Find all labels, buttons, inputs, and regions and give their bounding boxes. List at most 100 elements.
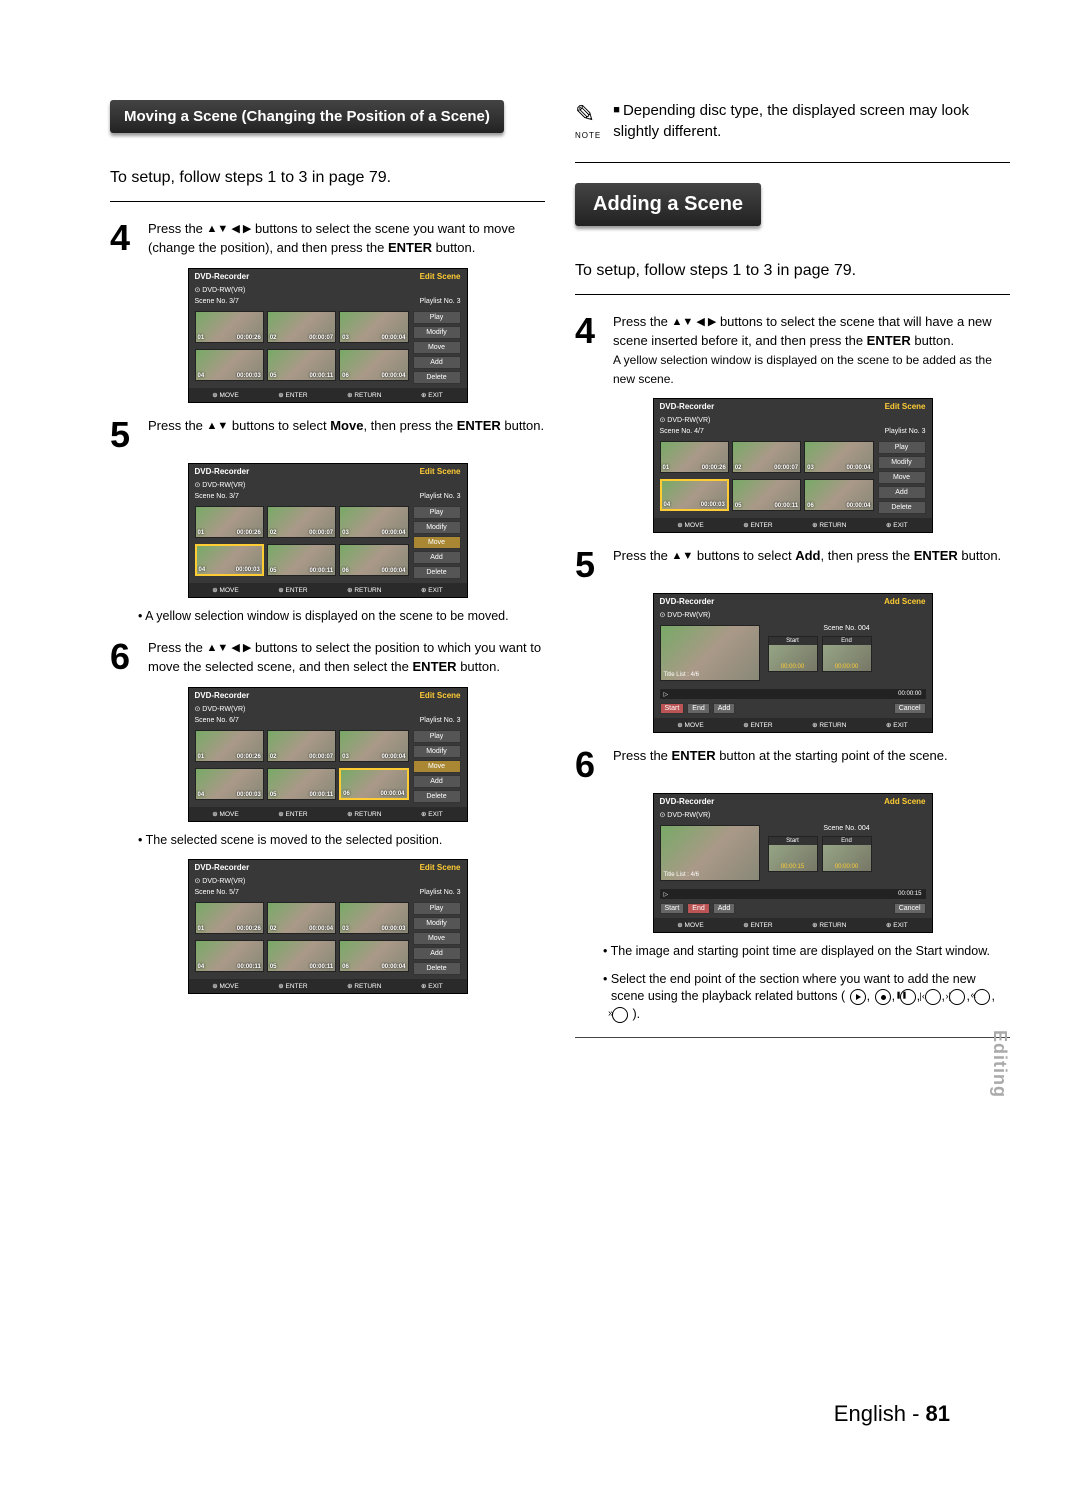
scene-thumb: 0400:00:11 [195, 940, 264, 972]
scene-thumb: 0600:00:04 [339, 349, 408, 381]
footer-cmd: ⊕ MOVE [212, 586, 238, 594]
dialog-mode: Add Scene [884, 597, 925, 606]
t: button. [432, 240, 475, 255]
arrow-icons: ▲▼ ◀ ▶ [672, 315, 717, 331]
arrow-icons: ▲▼ ◀ ▶ [207, 641, 252, 657]
setup-text-left: To setup, follow steps 1 to 3 in page 79… [110, 169, 545, 202]
rewind-icon [974, 989, 990, 1005]
menu-btn-modify[interactable]: Modify [413, 521, 461, 534]
footer-cmd: ⊕ MOVE [677, 721, 703, 729]
playback-bar: ▷00:00:00 [660, 689, 926, 699]
menu-btn-play[interactable]: Play [413, 902, 461, 915]
menu-btn-add[interactable]: Add [413, 356, 461, 369]
arrow-icons: ▲▼ [207, 419, 229, 435]
right-column: ✎ NOTE Depending disc type, the displaye… [575, 100, 1010, 1052]
menu-btn-add[interactable]: Add [413, 947, 461, 960]
scene-thumb: 0400:00:03 [195, 544, 264, 576]
btn-add[interactable]: Add [713, 703, 735, 714]
btn-add[interactable]: Add [713, 903, 735, 914]
step-number: 4 [110, 220, 138, 256]
disc-type: ⊙ DVD-RW(VR) [654, 809, 932, 821]
add-label: Add [795, 548, 820, 563]
dialog-title: DVD-Recorder [660, 597, 715, 606]
btn-start[interactable]: Start [660, 703, 685, 714]
footer-cmd: ⊕ RETURN [812, 921, 846, 929]
menu-btn-play[interactable]: Play [413, 311, 461, 324]
scene-thumb: 0300:00:04 [339, 506, 408, 538]
scene-thumb: 0500:00:11 [267, 768, 336, 800]
menu-btn-delete[interactable]: Delete [413, 790, 461, 803]
step-number: 6 [575, 747, 603, 783]
disc-type: ⊙ DVD-RW(VR) [189, 703, 467, 715]
scene-thumb: 0400:00:03 [195, 768, 264, 800]
scene-thumb: 0200:00:07 [267, 506, 336, 538]
menu-btn-delete[interactable]: Delete [878, 501, 926, 514]
scene-thumb: 0100:00:26 [195, 506, 264, 538]
menu-btn-delete[interactable]: Delete [413, 962, 461, 975]
footer-cmd: ⊕ EXIT [421, 810, 443, 818]
note-text: Depending disc type, the displayed scree… [613, 100, 1010, 142]
menu-btn-modify[interactable]: Modify [413, 745, 461, 758]
menu-btn-add[interactable]: Add [413, 551, 461, 564]
scene-thumb: 0300:00:04 [339, 311, 408, 343]
note-label: NOTE [575, 131, 601, 140]
menu-btn-delete[interactable]: Delete [413, 566, 461, 579]
scene-thumb: 0100:00:26 [660, 441, 729, 473]
step-text: Press the ▲▼ buttons to select Add, then… [613, 547, 1001, 566]
menu-btn-modify[interactable]: Modify [878, 456, 926, 469]
footer-cmd: ⊕ ENTER [278, 982, 307, 990]
footer-cmd: ⊕ EXIT [886, 521, 908, 529]
menu-btn-move[interactable]: Move [413, 760, 461, 773]
t: Press the [613, 748, 672, 763]
menu-btn-modify[interactable]: Modify [413, 326, 461, 339]
footer-page: 81 [926, 1401, 950, 1426]
preview-thumb: Title List : 4/6 [660, 625, 760, 681]
edit-scene-dialog: DVD-RecorderEdit Scene ⊙ DVD-RW(VR) Scen… [188, 463, 468, 598]
step-number: 5 [575, 547, 603, 583]
page: Moving a Scene (Changing the Position of… [0, 0, 1080, 1092]
page-footer: English - 81 [834, 1401, 950, 1427]
menu-btn-modify[interactable]: Modify [413, 917, 461, 930]
divider [575, 1037, 1010, 1038]
footer-cmd: ⊕ RETURN [347, 982, 381, 990]
dialog-mode: Edit Scene [885, 402, 926, 411]
dialog-title: DVD-Recorder [195, 863, 250, 872]
playlist-number: Playlist No. 3 [420, 889, 461, 896]
menu-btn-move[interactable]: Move [878, 471, 926, 484]
screenshot-edit-5: DVD-RecorderEdit Scene ⊙ DVD-RW(VR) Scen… [575, 398, 1010, 533]
menu-btn-play[interactable]: Play [878, 441, 926, 454]
enter-label: ENTER [914, 548, 958, 563]
menu-btn-play[interactable]: Play [413, 730, 461, 743]
menu-btn-move[interactable]: Move [413, 932, 461, 945]
menu-btn-add[interactable]: Add [413, 775, 461, 788]
scene-thumb: 0100:00:26 [195, 311, 264, 343]
menu-btn-move[interactable]: Move [413, 536, 461, 549]
footer-cmd: ⊕ MOVE [677, 521, 703, 529]
arrow-icons: ▲▼ [672, 549, 694, 565]
footer-cmd: ⊕ ENTER [743, 921, 772, 929]
btn-cancel[interactable]: Cancel [894, 703, 926, 714]
left-column: Moving a Scene (Changing the Position of… [110, 100, 545, 1052]
btn-start[interactable]: Start [660, 903, 685, 914]
btn-end[interactable]: End [687, 903, 709, 914]
step-4-left: 4 Press the ▲▼ ◀ ▶ buttons to select the… [110, 220, 545, 258]
scene-number: Scene No. 3/7 [195, 298, 239, 305]
scene-thumb: 0600:00:04 [804, 479, 873, 511]
btn-end[interactable]: End [687, 703, 709, 714]
dialog-title: DVD-Recorder [195, 691, 250, 700]
arrow-icons: ▲▼ ◀ ▶ [207, 222, 252, 238]
scene-number: Scene No. 6/7 [195, 717, 239, 724]
btn-cancel[interactable]: Cancel [894, 903, 926, 914]
footer-cmd: ⊕ RETURN [812, 721, 846, 729]
note-block: ✎ NOTE Depending disc type, the displaye… [575, 100, 1010, 163]
scene-thumb: 0200:00:04 [267, 902, 336, 934]
menu-btn-delete[interactable]: Delete [413, 371, 461, 384]
dialog-title: DVD-Recorder [195, 467, 250, 476]
dialog-mode: Edit Scene [420, 863, 461, 872]
menu-btn-add[interactable]: Add [878, 486, 926, 499]
menu-btn-play[interactable]: Play [413, 506, 461, 519]
start-thumb: Start00:00:00 [768, 636, 818, 672]
footer-cmd: ⊕ EXIT [421, 586, 443, 594]
play-icon [850, 989, 866, 1005]
menu-btn-move[interactable]: Move [413, 341, 461, 354]
